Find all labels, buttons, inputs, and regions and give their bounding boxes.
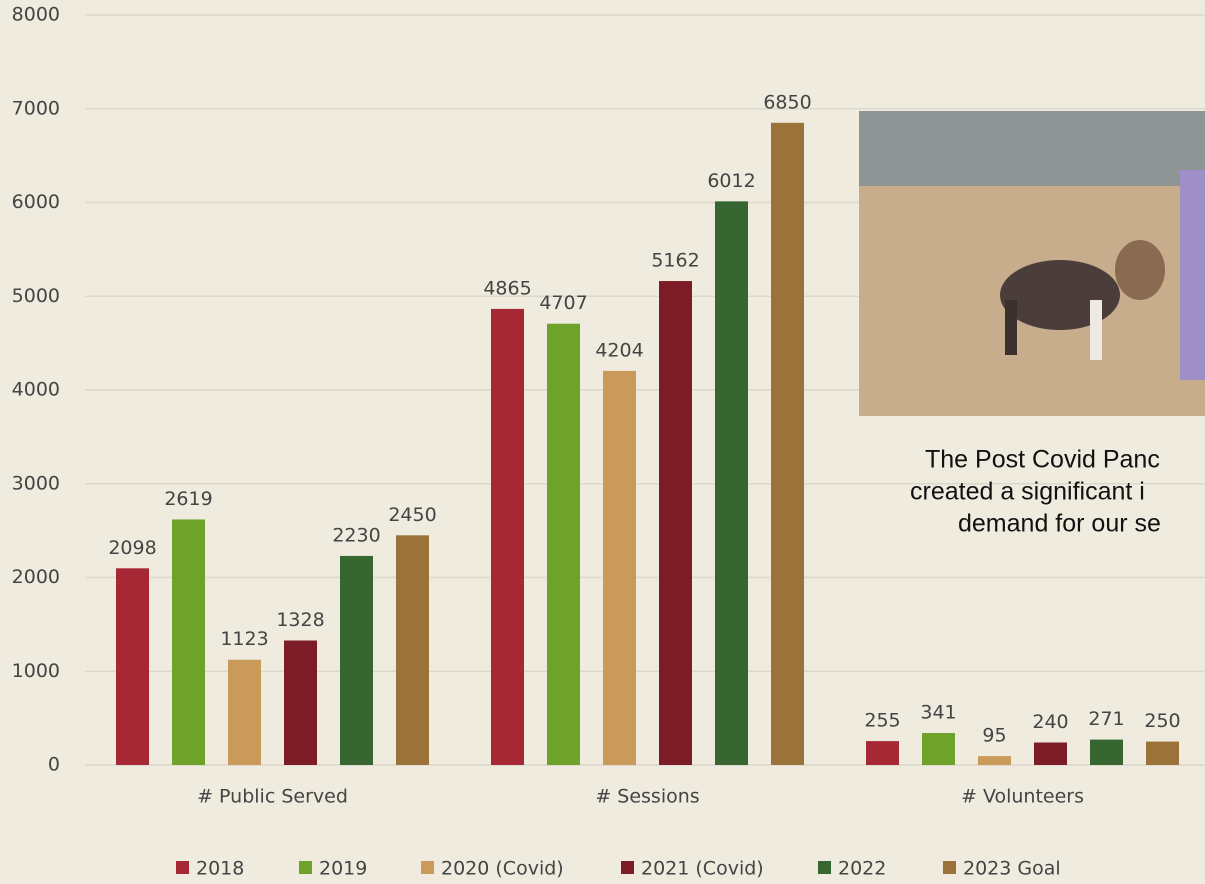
data-label: 4707 [539, 292, 587, 314]
bar [715, 201, 748, 765]
bar [172, 519, 205, 765]
data-label: 4865 [483, 277, 531, 299]
photo [859, 111, 1205, 416]
photo-wall [859, 111, 1205, 186]
legend-label: 2021 (Covid) [641, 858, 764, 880]
bar [1034, 743, 1067, 766]
bar [866, 741, 899, 765]
photo-pony-leg [1090, 300, 1102, 360]
x-tick-label: # Volunteers [961, 786, 1084, 808]
photo-pony-leg [1005, 300, 1017, 355]
y-tick-label: 6000 [12, 191, 60, 213]
data-label: 341 [920, 702, 956, 724]
y-tick-label: 3000 [12, 472, 60, 494]
bar [1090, 740, 1123, 765]
bar [659, 281, 692, 765]
x-tick-label: # Public Served [197, 786, 348, 808]
data-label: 6850 [763, 91, 811, 113]
legend-label: 2020 (Covid) [441, 858, 564, 880]
y-tick-label: 8000 [12, 4, 60, 26]
data-label: 2098 [108, 537, 156, 559]
data-label: 1328 [276, 609, 324, 631]
legend-swatch [943, 861, 956, 874]
bar [978, 756, 1011, 765]
legend-label: 2022 [838, 858, 886, 880]
caption: created a significant i [910, 478, 1145, 506]
legend-swatch [818, 861, 831, 874]
bar [228, 660, 261, 765]
bar [340, 556, 373, 765]
y-tick-label: 5000 [12, 285, 60, 307]
data-label: 4204 [595, 339, 643, 361]
data-label: 255 [864, 710, 900, 732]
data-label: 271 [1088, 708, 1124, 730]
data-label: 250 [1144, 710, 1180, 732]
y-tick-label: 1000 [12, 660, 60, 682]
photo-pony-head [1115, 240, 1165, 300]
data-label: 2619 [164, 488, 212, 510]
bar [771, 123, 804, 765]
legend-swatch [299, 861, 312, 874]
bar [922, 733, 955, 765]
data-label: 1123 [220, 628, 268, 650]
y-tick-label: 2000 [12, 566, 60, 588]
caption: demand for our se [958, 510, 1161, 538]
legend-label: 2018 [196, 858, 244, 880]
legend-label: 2023 Goal [963, 858, 1061, 880]
bar [1146, 742, 1179, 765]
y-tick-label: 4000 [12, 379, 60, 401]
chart: 0 1000 2000 3000 4000 5000 6000 7000 8000 # Publi… [0, 0, 1205, 884]
data-label: 5162 [651, 250, 699, 272]
y-tick-label: 0 [48, 754, 60, 776]
bar [284, 641, 317, 766]
data-label: 2230 [332, 524, 380, 546]
bar [547, 324, 580, 765]
caption: The Post Covid Panc [925, 446, 1160, 474]
bar [396, 535, 429, 765]
bar [491, 309, 524, 765]
data-label: 240 [1032, 711, 1068, 733]
data-label: 95 [982, 725, 1006, 747]
legend-swatch [621, 861, 634, 874]
data-label: 2450 [388, 504, 436, 526]
legend-swatch [421, 861, 434, 874]
y-tick-label: 7000 [12, 97, 60, 119]
legend-swatch [176, 861, 189, 874]
bar [603, 371, 636, 765]
data-label: 6012 [707, 170, 755, 192]
x-tick-label: # Sessions [595, 786, 699, 808]
photo-girl [1180, 170, 1205, 380]
legend-label: 2019 [319, 858, 367, 880]
bar [116, 568, 149, 765]
